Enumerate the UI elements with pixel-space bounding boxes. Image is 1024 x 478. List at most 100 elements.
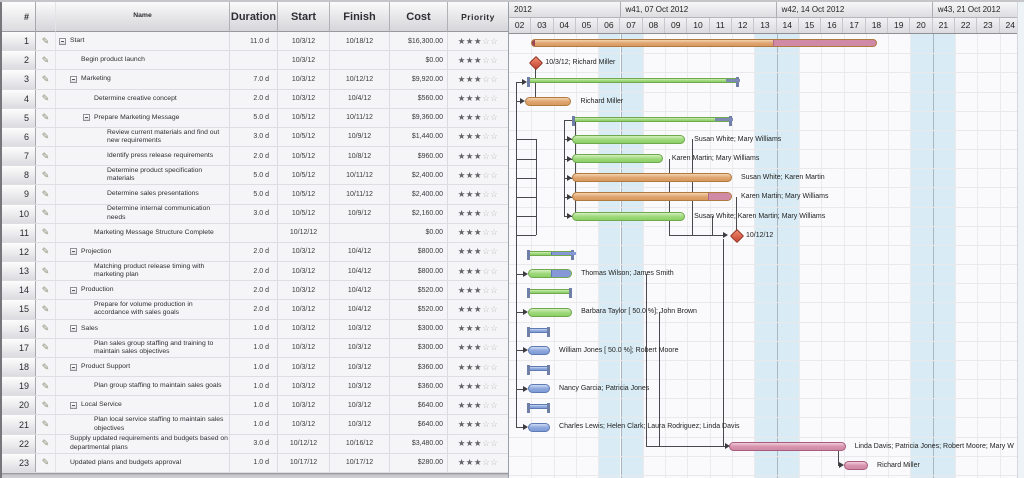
start-date-cell[interactable]: 10/3/12 (278, 70, 330, 89)
row-icon-cell[interactable]: ✎ (36, 434, 56, 453)
priority-cell[interactable]: ★★★ ☆☆ (448, 377, 508, 395)
finish-date-cell[interactable]: 10/4/12 (330, 300, 390, 319)
row-number-cell[interactable]: 18 (0, 357, 36, 377)
task-name-cell[interactable]: Identify press release requirements (56, 147, 230, 166)
priority-cell[interactable]: ★★★ ☆☆ (448, 109, 508, 127)
start-date-cell[interactable]: 10/12/12 (278, 223, 330, 242)
row-number-cell[interactable]: 1 (0, 32, 36, 51)
cost-cell[interactable]: $0.00 (390, 223, 448, 242)
table-row[interactable]: 4 ✎ Determine creative concept 2.0 d 10/3/12… (0, 89, 508, 109)
task-name-cell[interactable]: Projection (56, 242, 230, 262)
task-bar[interactable] (524, 96, 572, 106)
cost-cell[interactable]: $2,400.00 (390, 185, 448, 204)
row-icon-cell[interactable]: ✎ (36, 396, 56, 415)
row-icon-cell[interactable]: ✎ (36, 377, 56, 396)
row-number-cell[interactable]: 20 (0, 396, 36, 415)
task-bar[interactable] (572, 173, 732, 183)
duration-cell[interactable]: 1.0 d (230, 415, 278, 434)
row-icon-cell[interactable]: ✎ (36, 319, 56, 338)
task-name-cell[interactable]: Prepare for volume production in accorda… (56, 300, 230, 319)
duration-cell[interactable]: 5.0 d (230, 166, 278, 185)
row-icon-cell[interactable]: ✎ (36, 127, 56, 147)
finish-date-cell[interactable]: 10/3/12 (330, 377, 390, 396)
collapse-minus-icon[interactable] (70, 286, 77, 294)
finish-date-cell[interactable]: 10/11/12 (330, 185, 390, 204)
row-number-cell[interactable]: 13 (0, 262, 36, 281)
priority-cell[interactable]: ★★★ ☆☆ (448, 396, 508, 414)
task-bar[interactable] (527, 345, 551, 355)
task-bar[interactable] (572, 192, 732, 202)
task-name-cell[interactable]: Local Service (56, 396, 230, 415)
table-row[interactable]: 7 ✎ Identify press release requirements 2.0… (0, 147, 508, 167)
col-header-number[interactable]: # (0, 2, 36, 32)
priority-cell[interactable]: ★★★ ☆☆ (448, 224, 508, 242)
finish-date-cell[interactable]: 10/8/12 (330, 147, 390, 166)
cost-cell[interactable]: $9,920.00 (390, 70, 448, 89)
table-row[interactable]: 23 ✎ Updated plans and budgets approval 1.0… (0, 453, 508, 473)
finish-date-cell[interactable]: 10/11/12 (330, 108, 390, 127)
table-row[interactable]: 22 ✎ Supply updated requirements and budge… (0, 434, 508, 454)
row-icon-cell[interactable]: ✎ (36, 51, 56, 70)
task-name-cell[interactable]: Sales (56, 319, 230, 338)
priority-cell[interactable]: ★★★ ☆☆ (448, 262, 508, 280)
start-date-cell[interactable]: 10/3/12 (278, 262, 330, 281)
task-name-cell[interactable]: Prepare Marketing Message (56, 108, 230, 127)
finish-date-cell[interactable]: 10/4/12 (330, 262, 390, 281)
table-row[interactable]: 12 ✎ Projection 2.0 d 10/3/12 10/4/12 $800.00 ★… (0, 242, 508, 263)
collapse-minus-icon[interactable] (70, 363, 77, 371)
table-row[interactable]: 20 ✎ Local Service 1.0 d 10/3/12 10/3/12 $640.… (0, 396, 508, 416)
start-date-cell[interactable]: 10/3/12 (278, 357, 330, 377)
cost-cell[interactable]: $280.00 (390, 453, 448, 472)
row-icon-cell[interactable]: ✎ (36, 223, 56, 242)
task-name-cell[interactable]: Determine creative concept (56, 89, 230, 108)
priority-cell[interactable]: ★★★ ☆☆ (448, 281, 508, 299)
cost-cell[interactable]: $640.00 (390, 415, 448, 434)
priority-cell[interactable]: ★★★ ☆☆ (448, 300, 508, 318)
duration-cell[interactable]: 1.0 d (230, 453, 278, 472)
task-bar[interactable] (729, 441, 846, 451)
collapse-minus-icon[interactable] (70, 325, 77, 333)
cost-cell[interactable]: $520.00 (390, 281, 448, 300)
duration-cell[interactable]: 3.0 d (230, 127, 278, 147)
col-header-name[interactable]: Name (56, 2, 230, 32)
row-number-cell[interactable]: 15 (0, 300, 36, 319)
task-name-cell[interactable]: Start (56, 32, 230, 51)
table-row[interactable]: 6 ✎ Review current materials and find out … (0, 127, 508, 148)
row-number-cell[interactable]: 11 (0, 223, 36, 242)
row-icon-cell[interactable]: ✎ (36, 262, 56, 281)
col-header-start[interactable]: Start (278, 2, 330, 32)
cost-cell[interactable]: $9,360.00 (390, 108, 448, 127)
priority-cell[interactable]: ★★★ ☆☆ (448, 454, 508, 472)
task-bar[interactable] (843, 460, 869, 470)
row-number-cell[interactable]: 21 (0, 415, 36, 434)
table-row[interactable]: 5 ✎ Prepare Marketing Message 5.0 d 10/5/12 1… (0, 108, 508, 128)
task-name-cell[interactable]: Product Support (56, 357, 230, 377)
row-icon-cell[interactable]: ✎ (36, 281, 56, 300)
start-date-cell[interactable]: 10/3/12 (278, 377, 330, 396)
finish-date-cell[interactable]: 10/9/12 (330, 127, 390, 147)
start-date-cell[interactable]: 10/5/12 (278, 108, 330, 127)
collapse-minus-icon[interactable] (70, 401, 77, 409)
row-icon-cell[interactable]: ✎ (36, 338, 56, 357)
priority-cell[interactable]: ★★★ ☆☆ (448, 358, 508, 376)
finish-date-cell[interactable] (330, 223, 390, 242)
cost-cell[interactable]: $1,440.00 (390, 127, 448, 147)
row-number-cell[interactable]: 8 (0, 166, 36, 185)
row-number-cell[interactable]: 3 (0, 70, 36, 89)
summary-bar[interactable] (526, 77, 740, 88)
task-bar[interactable] (527, 307, 573, 317)
row-number-cell[interactable]: 2 (0, 51, 36, 70)
task-name-cell[interactable]: Determine internal communication needs (56, 204, 230, 223)
cost-cell[interactable]: $2,400.00 (390, 166, 448, 185)
task-name-cell[interactable]: Plan group staffing to maintain sales go… (56, 377, 230, 396)
start-date-cell[interactable]: 10/3/12 (278, 89, 330, 108)
task-name-cell[interactable]: Determine product specification material… (56, 166, 230, 185)
start-date-cell[interactable]: 10/3/12 (278, 396, 330, 415)
row-number-cell[interactable]: 16 (0, 319, 36, 338)
duration-cell[interactable]: 2.0 d (230, 89, 278, 108)
row-number-cell[interactable]: 22 (0, 434, 36, 453)
finish-date-cell[interactable]: 10/4/12 (330, 281, 390, 300)
duration-cell[interactable]: 1.0 d (230, 396, 278, 415)
row-icon-cell[interactable]: ✎ (36, 89, 56, 108)
priority-cell[interactable]: ★★★ ☆☆ (448, 128, 508, 146)
